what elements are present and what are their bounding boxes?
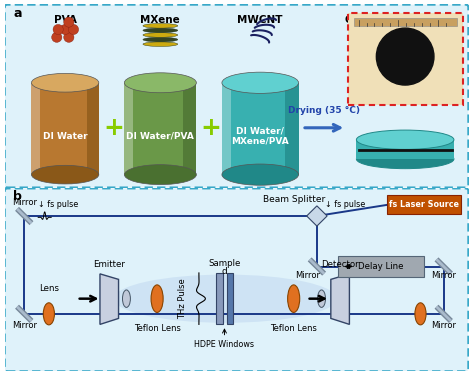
Text: Delay Line: Delay Line [358,262,404,271]
Ellipse shape [43,303,55,325]
Text: Teflon Lens: Teflon Lens [270,324,317,333]
Ellipse shape [318,290,326,308]
Text: a: a [13,7,22,20]
Text: Lens: Lens [39,284,59,293]
Text: DI Water/
MXene/PVA: DI Water/ MXene/PVA [231,126,289,146]
Bar [285,83,299,175]
Ellipse shape [124,73,196,93]
Text: +: + [200,116,221,140]
Ellipse shape [288,285,300,312]
Bar [124,83,196,175]
Ellipse shape [114,274,337,323]
Ellipse shape [151,285,163,312]
Text: fs Laser Source: fs Laser Source [389,200,459,209]
Ellipse shape [143,42,178,46]
Circle shape [64,17,74,27]
Text: Teflon Lens: Teflon Lens [134,324,181,333]
Text: HDPE Windows: HDPE Windows [194,329,255,350]
Text: Drying (35 °C): Drying (35 °C) [288,106,360,115]
Text: Mirror: Mirror [431,321,456,330]
Text: Mirror: Mirror [12,321,36,330]
Text: PVA: PVA [54,15,77,25]
Bar [338,256,424,277]
Bar [222,83,299,175]
Text: ↓ fs pulse: ↓ fs pulse [325,200,365,209]
Ellipse shape [122,290,130,308]
FancyBboxPatch shape [5,4,468,188]
Text: +: + [103,116,124,140]
Circle shape [68,24,79,34]
Bar [183,83,196,175]
Bar [356,140,454,159]
Circle shape [376,28,434,85]
Polygon shape [331,274,349,324]
Circle shape [60,24,70,34]
Bar [227,273,233,324]
FancyBboxPatch shape [5,188,468,371]
Bar [87,83,99,175]
Text: Beam Splitter: Beam Splitter [263,195,325,204]
Ellipse shape [356,130,454,149]
Bar [31,83,99,175]
Text: b: b [13,190,22,203]
Ellipse shape [222,164,299,185]
Text: THz Pulse: THz Pulse [178,278,187,319]
Polygon shape [307,206,327,226]
Text: MXene: MXene [140,15,180,25]
Ellipse shape [143,24,178,28]
Ellipse shape [124,165,196,184]
Bar [354,18,457,26]
Circle shape [52,32,62,42]
Text: MWCNT: MWCNT [237,15,283,25]
Ellipse shape [31,165,99,184]
Bar [387,195,461,214]
Polygon shape [100,274,118,324]
Ellipse shape [222,72,299,93]
Text: Sample: Sample [208,259,241,268]
Bar [31,83,39,175]
Ellipse shape [31,74,99,92]
Ellipse shape [143,28,178,33]
Text: Emitter: Emitter [93,260,125,268]
Text: DI Water/PVA: DI Water/PVA [127,132,194,141]
Ellipse shape [143,37,178,42]
Text: Detector: Detector [321,260,359,268]
Ellipse shape [415,303,426,325]
Ellipse shape [143,33,178,37]
Text: Mirror: Mirror [12,198,36,207]
Bar [124,83,133,175]
Text: d: d [221,267,228,276]
Bar [222,83,231,175]
Text: ↓ fs pulse: ↓ fs pulse [38,200,78,209]
Text: Mirror: Mirror [295,272,320,280]
Text: DI Water: DI Water [43,132,87,141]
Circle shape [64,32,74,42]
Ellipse shape [356,149,454,169]
Circle shape [53,24,63,34]
Text: Composite Film: Composite Film [345,15,436,25]
Bar [216,273,223,324]
FancyBboxPatch shape [348,13,463,105]
Text: Mirror: Mirror [431,272,456,280]
